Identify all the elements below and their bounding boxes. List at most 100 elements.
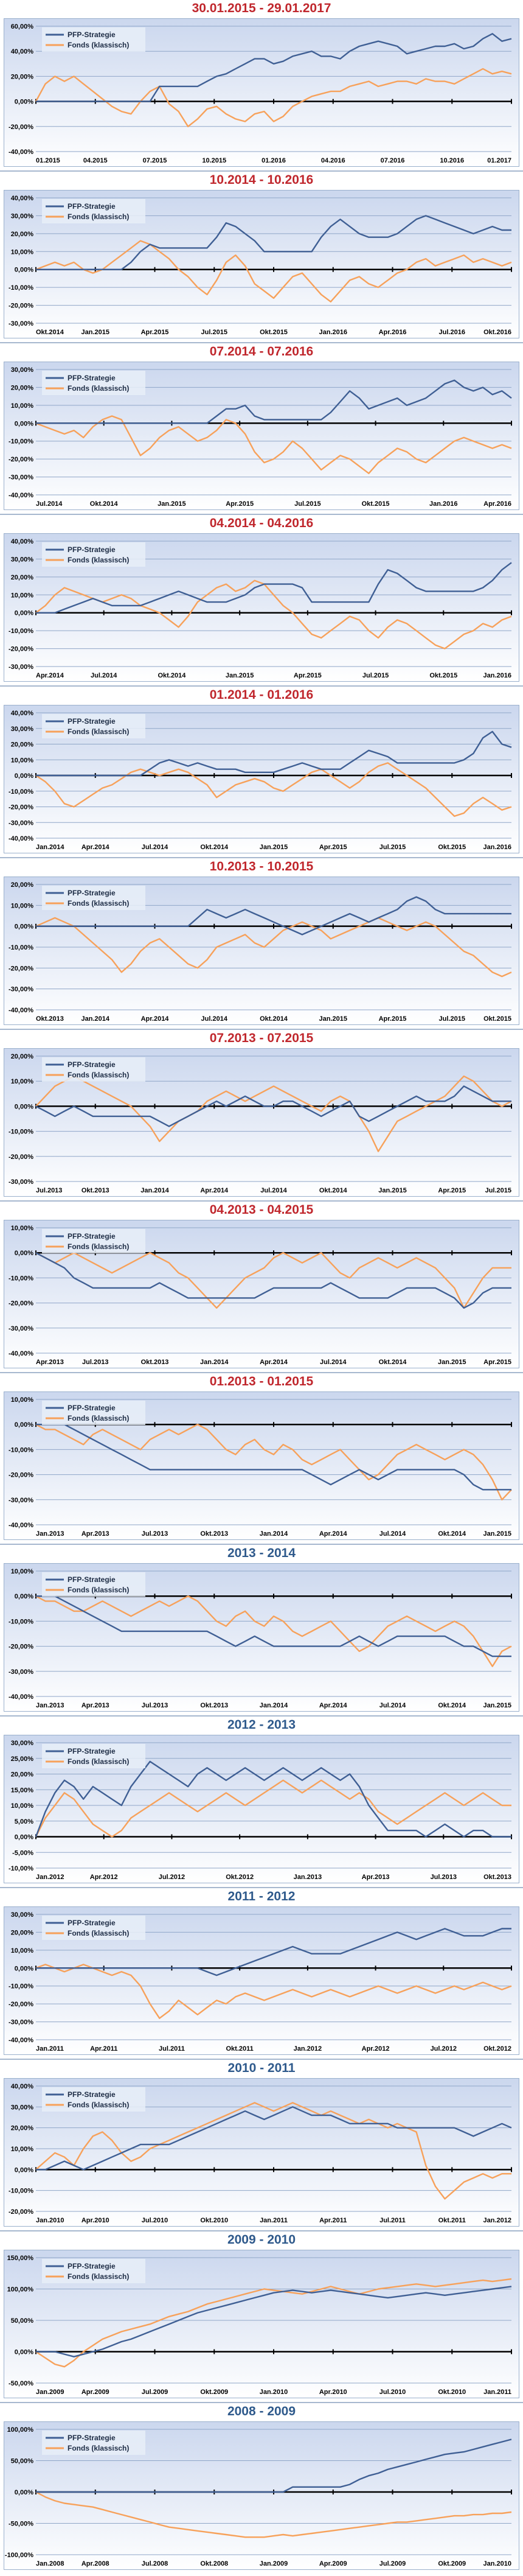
legend-label: PFP-Strategie xyxy=(68,2090,116,2099)
chart-frame: -40,00% -30,00% -20,00% -10,00% 0,00% 10,00% A… xyxy=(4,1220,519,1368)
y-tick-label: 0,00% xyxy=(15,1103,33,1110)
y-tick-label: -10,00% xyxy=(9,788,33,796)
y-tick-label: -30,00% xyxy=(9,320,33,327)
chart-panel: 2008 - 2009 -100,00% -50,00% 0,00% 50,00% 100… xyxy=(0,2403,523,2575)
x-tick-label: Jul.2016 xyxy=(439,329,465,336)
y-tick-label: -10,00% xyxy=(9,1446,33,1454)
line-chart: -30,00% -20,00% -10,00% 0,00% 10,00% 20,00% Ju… xyxy=(9,1053,512,1194)
y-tick-label: -10,00% xyxy=(9,1865,33,1872)
y-tick-label: -40,00% xyxy=(9,2037,33,2044)
x-tick-label: 01.2015 xyxy=(36,157,60,164)
x-tick-label: Jul.2011 xyxy=(159,2045,185,2053)
x-tick-label: Okt.2013 xyxy=(200,1530,228,1538)
x-tick-label: Okt.2014 xyxy=(319,1187,348,1194)
x-tick-label: Jul.2012 xyxy=(431,2045,457,2053)
line-chart: -40,00% -30,00% -20,00% -10,00% 0,00% 10,00% J… xyxy=(9,1396,512,1538)
y-tick-label: -20,00% xyxy=(9,646,33,653)
chart-frame: -40,00% -30,00% -20,00% -10,00% 0,00% 10,00% J… xyxy=(4,1563,519,1712)
y-tick-label: 10,00% xyxy=(11,2146,34,2153)
y-tick-label: 40,00% xyxy=(11,538,34,545)
series-line-strategy xyxy=(36,896,511,936)
y-tick-label: 40,00% xyxy=(11,2083,34,2090)
y-tick-label: 20,00% xyxy=(11,384,34,391)
series-line-fund xyxy=(35,762,512,817)
y-tick-label: -20,00% xyxy=(9,1472,33,1479)
legend-label: Fonds (klassisch) xyxy=(68,1757,129,1766)
x-tick-label: Apr.2014 xyxy=(141,1015,170,1023)
y-tick-label: -40,00% xyxy=(9,1693,33,1701)
chart-title: 2012 - 2013 xyxy=(227,1718,296,1732)
legend-label: Fonds (klassisch) xyxy=(68,1586,129,1594)
y-tick-label: -50,00% xyxy=(9,2380,33,2387)
x-tick-label: Jul.2010 xyxy=(142,2217,168,2224)
x-tick-label: Jul.2010 xyxy=(379,2389,406,2396)
series-line-strategy xyxy=(36,215,511,270)
x-tick-label: Apr.2012 xyxy=(362,2045,390,2053)
y-tick-label: -40,00% xyxy=(9,1007,33,1014)
x-tick-label: Jan.2016 xyxy=(483,672,511,679)
x-tick-label: Jul.2014 xyxy=(91,672,117,679)
panel-divider xyxy=(0,342,523,343)
x-tick-label: Okt.2013 xyxy=(200,1702,228,1709)
x-tick-label: Jan.2015 xyxy=(319,1015,347,1023)
x-tick-label: Jul.2013 xyxy=(431,1874,457,1881)
x-tick-label: Okt.2014 xyxy=(158,672,186,679)
line-chart: -40,00% -30,00% -20,00% -10,00% 0,00% 10,00% A… xyxy=(9,1225,512,1366)
chart-panel: 10.2013 - 10.2015 -40,00% -30,00% -20,00% -1… xyxy=(0,858,523,1030)
x-tick-label: 04.2016 xyxy=(321,157,345,164)
y-tick-label: -5,00% xyxy=(12,1849,33,1857)
chart-panel: 2010 - 2011 -20,00% -10,00% 0,00% 10,00% 20,0… xyxy=(0,2060,523,2231)
y-tick-label: -20,00% xyxy=(9,456,33,463)
x-tick-label: Jan.2014 xyxy=(260,1702,288,1709)
legend-label: Fonds (klassisch) xyxy=(68,2272,129,2281)
x-tick-label: Jan.2011 xyxy=(36,2045,64,2053)
x-tick-label: Apr.2013 xyxy=(362,1874,390,1881)
y-tick-label: -30,00% xyxy=(9,2019,33,2026)
x-tick-label: Jan.2013 xyxy=(36,1702,64,1709)
x-tick-label: Jul.2015 xyxy=(294,500,320,508)
x-tick-label: Apr.2015 xyxy=(438,1187,466,1194)
y-tick-label: -40,00% xyxy=(9,149,33,156)
series-line-fund xyxy=(35,1424,512,1501)
series-line-fund xyxy=(35,917,512,978)
y-tick-label: -40,00% xyxy=(9,492,33,499)
x-tick-label: Jan.2010 xyxy=(483,2560,511,2567)
x-tick-label: Okt.2012 xyxy=(483,2045,511,2053)
x-tick-label: Okt.2014 xyxy=(200,844,229,851)
x-tick-label: Okt.2014 xyxy=(438,1702,466,1709)
x-tick-label: 04.2015 xyxy=(83,157,108,164)
chart-panel: 01.2013 - 01.2015 -40,00% -30,00% -20,00% -1… xyxy=(0,1373,523,1545)
chart-panel: 30.01.2015 - 29.01.2017 -40,00% -20,00% 0,0… xyxy=(0,0,523,172)
x-tick-label: Jul.2008 xyxy=(142,2560,168,2567)
legend-label: PFP-Strategie xyxy=(68,1404,116,1412)
x-tick-label: Apr.2014 xyxy=(260,1359,288,1366)
x-tick-label: Jan.2015 xyxy=(483,1702,511,1709)
y-tick-label: 20,00% xyxy=(11,2125,34,2132)
series-line-fund xyxy=(35,2278,512,2368)
panel-divider xyxy=(0,1544,523,1545)
y-tick-label: -30,00% xyxy=(9,663,33,671)
legend-label: Fonds (klassisch) xyxy=(68,2444,129,2452)
y-tick-label: -20,00% xyxy=(9,1300,33,1307)
legend-label: Fonds (klassisch) xyxy=(68,1071,129,1079)
series-line-fund xyxy=(35,68,512,128)
chart-panel: 07.2013 - 07.2015 -30,00% -20,00% -10,00% 0,… xyxy=(0,1030,523,1202)
chart-title: 04.2013 - 04.2015 xyxy=(209,1203,314,1217)
y-tick-label: -40,00% xyxy=(9,1522,33,1529)
legend-box xyxy=(42,199,145,223)
chart-title: 2009 - 2010 xyxy=(227,2233,296,2247)
chart-frame: -40,00% -20,00% 0,00% 20,00% 40,00% 60,00% 01.… xyxy=(4,18,519,167)
chart-frame: -40,00% -30,00% -20,00% -10,00% 0,00% 10,00% 2… xyxy=(4,362,519,510)
x-tick-label: Okt.2009 xyxy=(200,2389,228,2396)
x-tick-label: Jan.2016 xyxy=(429,500,457,508)
legend-label: Fonds (klassisch) xyxy=(68,899,129,908)
x-tick-label: Okt.2015 xyxy=(483,1015,511,1023)
x-tick-label: Okt.2014 xyxy=(36,329,64,336)
panel-divider xyxy=(0,2059,523,2060)
x-tick-label: Apr.2014 xyxy=(319,1530,348,1538)
x-tick-label: Jan.2013 xyxy=(36,1530,64,1538)
y-tick-label: -50,00% xyxy=(9,2521,33,2528)
x-tick-label: Okt.2015 xyxy=(429,672,457,679)
chart-frame: -30,00% -20,00% -10,00% 0,00% 10,00% 20,00% Ju… xyxy=(4,1048,519,1197)
series-line-fund xyxy=(35,1075,512,1152)
